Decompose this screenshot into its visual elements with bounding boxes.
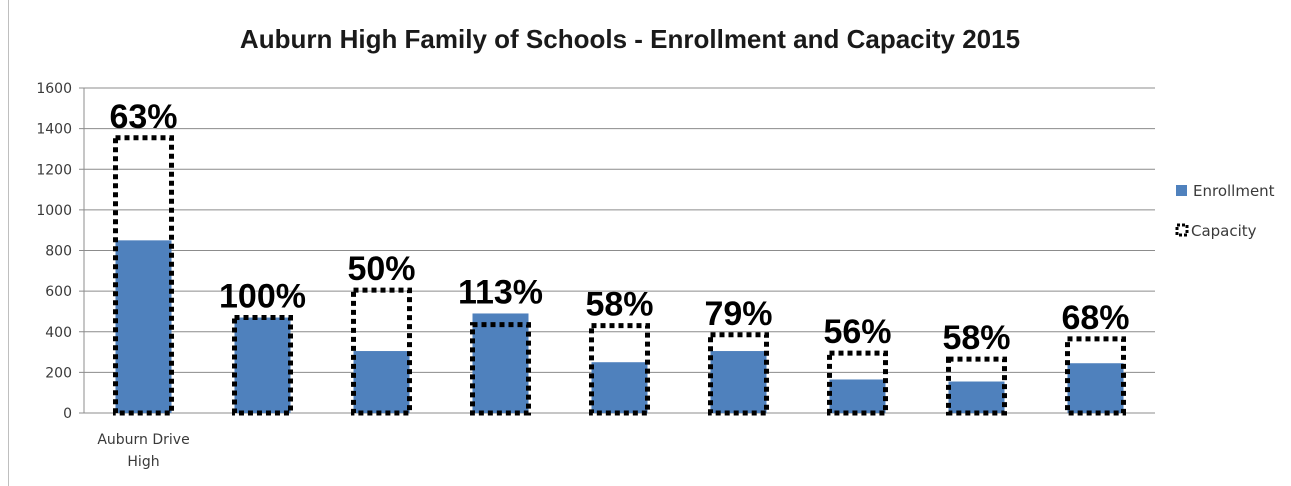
y-tick-label: 0 — [63, 406, 72, 422]
capacity-outline — [113, 135, 174, 416]
data-label: 100% — [219, 278, 306, 316]
y-tick-label: 1000 — [36, 203, 72, 219]
y-tick-label: 1600 — [36, 81, 72, 97]
enrollment-bar — [472, 313, 529, 413]
y-tick-label: 400 — [45, 325, 72, 341]
y-tick-label: 1200 — [36, 162, 72, 178]
category-label: Auburn Drive — [97, 432, 189, 448]
capacity-outline — [708, 332, 769, 416]
legend-label-enrollment: Enrollment — [1193, 182, 1275, 200]
capacity-outline — [232, 315, 293, 416]
frame-edge — [8, 0, 9, 486]
capacity-outline — [351, 287, 412, 416]
data-label: 58% — [585, 286, 653, 324]
enrollment-bar — [591, 362, 648, 413]
legend: Enrollment Capacity — [1175, 182, 1275, 240]
data-label: 113% — [458, 273, 543, 311]
y-tick-label: 800 — [45, 244, 72, 260]
y-tick-label: 200 — [45, 365, 72, 381]
data-label: 58% — [942, 319, 1010, 357]
category-label: High — [127, 454, 159, 470]
capacity-outline — [470, 322, 531, 416]
enrollment-bar — [710, 351, 767, 413]
enrollment-bar — [948, 381, 1005, 413]
enrollment-bar — [115, 240, 172, 413]
capacity-outline — [1065, 336, 1126, 416]
y-tick-label: 600 — [45, 284, 72, 300]
bar-layer — [113, 135, 1126, 416]
enrollment-bar — [829, 379, 886, 413]
data-label: 63% — [109, 98, 177, 136]
data-label: 79% — [704, 295, 772, 333]
data-label: 50% — [347, 250, 415, 288]
capacity-outline — [589, 323, 650, 416]
capacity-outline — [827, 350, 888, 416]
legend-swatch-capacity — [1175, 223, 1189, 237]
chart-title: Auburn High Family of Schools - Enrollme… — [239, 24, 1021, 54]
capacity-outline — [946, 356, 1007, 416]
legend-swatch-enrollment — [1176, 185, 1187, 196]
enrollment-bar — [353, 351, 410, 413]
data-label: 56% — [823, 313, 891, 351]
data-label: 68% — [1061, 299, 1129, 337]
legend-label-capacity: Capacity — [1191, 222, 1257, 240]
enrollment-bar — [1067, 363, 1124, 413]
enrollment-bar — [234, 317, 291, 413]
label-layer: 63% Auburn Drive High 100% 50% 113% 58% 79% 56% 5… — [97, 98, 1129, 470]
y-tick-label: 1400 — [36, 122, 72, 138]
